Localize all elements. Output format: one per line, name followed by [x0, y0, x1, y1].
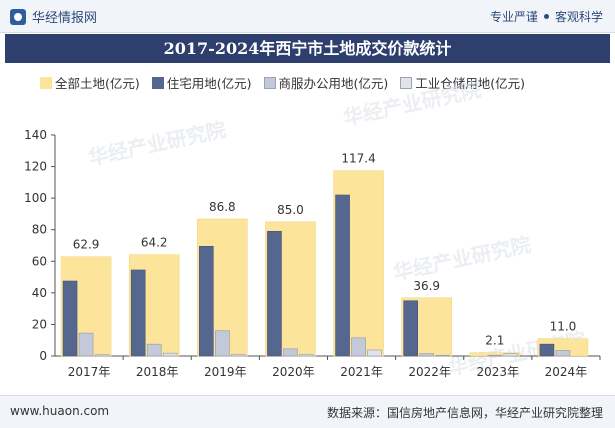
legend-swatch-industrial [400, 76, 413, 89]
y-tick-label: 120 [24, 160, 47, 174]
data-label-total: 117.4 [341, 152, 375, 166]
x-tick-label: 2018年 [136, 365, 179, 379]
top-bar: 华经情报网 专业严谨 客观科学 [0, 0, 615, 33]
data-label-total: 85.0 [277, 203, 304, 217]
bar-commercial [487, 354, 503, 357]
brand: 华经情报网 [10, 7, 97, 26]
slogan: 专业严谨 客观科学 [490, 8, 603, 25]
bar-residential [267, 230, 282, 357]
bar-commercial [78, 332, 94, 357]
logo-icon [10, 8, 26, 25]
bar-residential [62, 280, 78, 357]
x-tick-label: 2017年 [68, 365, 111, 379]
y-tick-label: 0 [39, 349, 47, 363]
legend-item-residential: 住宅用地(亿元) [151, 73, 252, 92]
bar-residential [199, 245, 214, 357]
bar-commercial [146, 343, 162, 357]
legend-label-commercial: 商服办公用地(亿元) [278, 76, 389, 91]
data-label-total: 62.9 [73, 238, 100, 252]
x-tick-label: 2019年 [204, 365, 247, 379]
y-tick-label: 60 [32, 254, 47, 268]
bar-commercial [215, 330, 230, 357]
x-tick-label: 2020年 [272, 365, 315, 379]
slogan-left: 专业严谨 [489, 10, 538, 24]
bar-industrial [435, 355, 450, 357]
chart-canvas: 华经产业研究院华经产业研究院华经产业研究院华经产业研究院020406080100… [24, 77, 601, 380]
x-tick-label: 2024年 [545, 365, 588, 379]
slogan-right: 客观科学 [554, 10, 603, 24]
legend-label-residential: 住宅用地(亿元) [166, 76, 252, 91]
legend: 全部土地(亿元) 住宅用地(亿元) 商服办公用地(亿元) 工业仓储用地(亿元) [40, 73, 600, 92]
footer-source: 数据来源：国信房地产信息网，华经产业研究院整理 [326, 406, 603, 420]
y-tick-label: 140 [24, 128, 47, 142]
bar-residential [130, 269, 146, 357]
bar-industrial [231, 354, 246, 357]
legend-item-total: 全部土地(亿元) [40, 73, 140, 92]
footer-site[interactable]: www.huaon.com [10, 404, 110, 418]
dot-icon [543, 14, 549, 19]
x-tick-label: 2023年 [477, 365, 520, 379]
x-tick-label: 2021年 [340, 365, 383, 379]
bar-industrial [299, 354, 314, 357]
bar-industrial [503, 353, 519, 357]
data-label-total: 11.0 [550, 320, 577, 334]
bar-commercial [283, 348, 298, 357]
legend-item-commercial: 商服办公用地(亿元) [263, 73, 389, 92]
legend-label-total: 全部土地(亿元) [55, 76, 140, 91]
bar-residential [335, 194, 350, 357]
watermark-1: 华经产业研究院 [341, 77, 483, 130]
data-label-total: 64.2 [141, 236, 168, 250]
legend-item-industrial: 工业仓储用地(亿元) [400, 73, 525, 92]
legend-swatch-residential [151, 76, 164, 89]
bar-residential [403, 300, 418, 357]
bar-commercial [351, 337, 366, 357]
bar-commercial [555, 350, 571, 357]
brand-name: 华经情报网 [32, 11, 98, 26]
legend-swatch-commercial [263, 76, 276, 89]
bar-industrial [367, 349, 382, 357]
watermark-0: 华经产业研究院 [86, 117, 228, 170]
y-tick-label: 20 [32, 317, 47, 331]
data-label-total: 2.1 [485, 334, 504, 348]
x-tick-label: 2022年 [408, 365, 451, 379]
legend-label-industrial: 工业仓储用地(亿元) [415, 76, 526, 91]
bar-residential [539, 343, 555, 357]
y-tick-label: 80 [32, 223, 47, 237]
legend-swatch-total [40, 76, 52, 89]
bar-industrial [162, 352, 178, 357]
data-label-total: 86.8 [209, 200, 236, 214]
chart-title: 2017-2024年西宁市土地成交价款统计 [5, 34, 610, 63]
y-tick-label: 100 [24, 191, 47, 205]
y-tick-label: 40 [32, 286, 47, 300]
data-label-total: 36.9 [413, 279, 440, 293]
watermark-2: 华经产业研究院 [391, 232, 533, 285]
bar-industrial [94, 354, 110, 357]
bar-commercial [419, 353, 434, 357]
footer: www.huaon.com 数据来源：国信房地产信息网，华经产业研究院整理 [0, 395, 615, 428]
